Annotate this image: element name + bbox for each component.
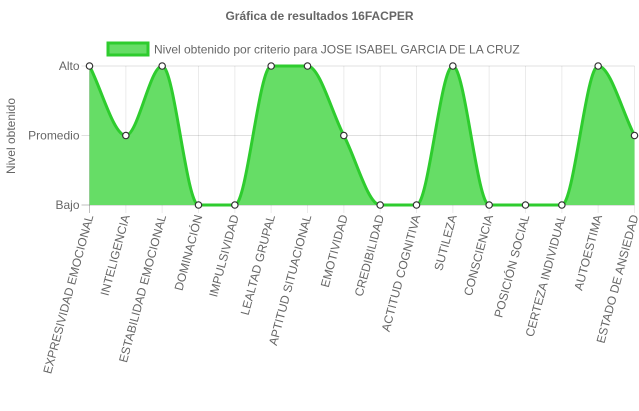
series-area — [88, 64, 636, 207]
legend-swatch — [106, 41, 150, 57]
x-tick-label: LEALTAD GRUPAL — [238, 213, 278, 317]
y-axis-ticks: Bajo Promedio Alto — [28, 59, 80, 212]
x-tick-label: INTELIGENCIA — [98, 213, 133, 297]
data-point — [158, 62, 166, 70]
x-tick-label: CREDIBILIDAD — [352, 213, 387, 298]
data-point — [303, 62, 312, 70]
data-points — [85, 62, 639, 209]
x-tick-label: EMOTIVIDAD — [318, 213, 351, 289]
x-tick-label: AUTOESTIMA — [571, 213, 605, 292]
x-tick-label: ACTITUD COGNITIVA — [379, 213, 424, 333]
data-point — [630, 131, 639, 140]
series-fill — [89, 66, 635, 205]
x-tick-label: POSICIÓN SOCIAL — [490, 213, 532, 320]
x-tick-label: EXPRESIVIDAD EMOCIONAL — [40, 213, 96, 375]
x-tick-label: SUTILEZA — [431, 213, 459, 272]
data-point — [594, 62, 602, 70]
x-tick-label: DOMINACIÓN — [171, 213, 206, 292]
y-axis-label: Nivel obtenido — [4, 98, 18, 174]
legend[interactable]: Nivel obtenido por criterio para JOSE IS… — [106, 41, 520, 57]
data-point — [267, 62, 275, 70]
data-point — [558, 201, 566, 209]
data-point — [376, 201, 384, 209]
x-tick-label: IMPULSIVIDAD — [206, 213, 242, 299]
data-point — [412, 201, 421, 209]
data-point — [231, 201, 239, 209]
y-tick-label: Alto — [59, 59, 80, 73]
legend-label: Nivel obtenido por criterio para JOSE IS… — [154, 43, 520, 57]
data-point — [340, 131, 348, 140]
x-tick-label: CERTEZA INDIVIDUAL — [523, 213, 569, 338]
data-point — [122, 131, 130, 140]
y-tick-label: Bajo — [55, 198, 79, 212]
data-point — [449, 62, 457, 70]
data-point — [521, 201, 530, 209]
data-point — [85, 62, 94, 70]
data-point — [485, 201, 493, 209]
series-line — [88, 64, 636, 207]
chart-title: Gráfica de resultados 16FACPER — [225, 9, 413, 23]
data-point — [194, 201, 203, 209]
y-tick-label: Promedio — [28, 129, 80, 143]
x-tick-label: CONSCIENCIA — [461, 213, 496, 297]
x-axis-ticks: EXPRESIVIDAD EMOCIONAL INTELIGENCIAESTABI… — [40, 213, 639, 376]
